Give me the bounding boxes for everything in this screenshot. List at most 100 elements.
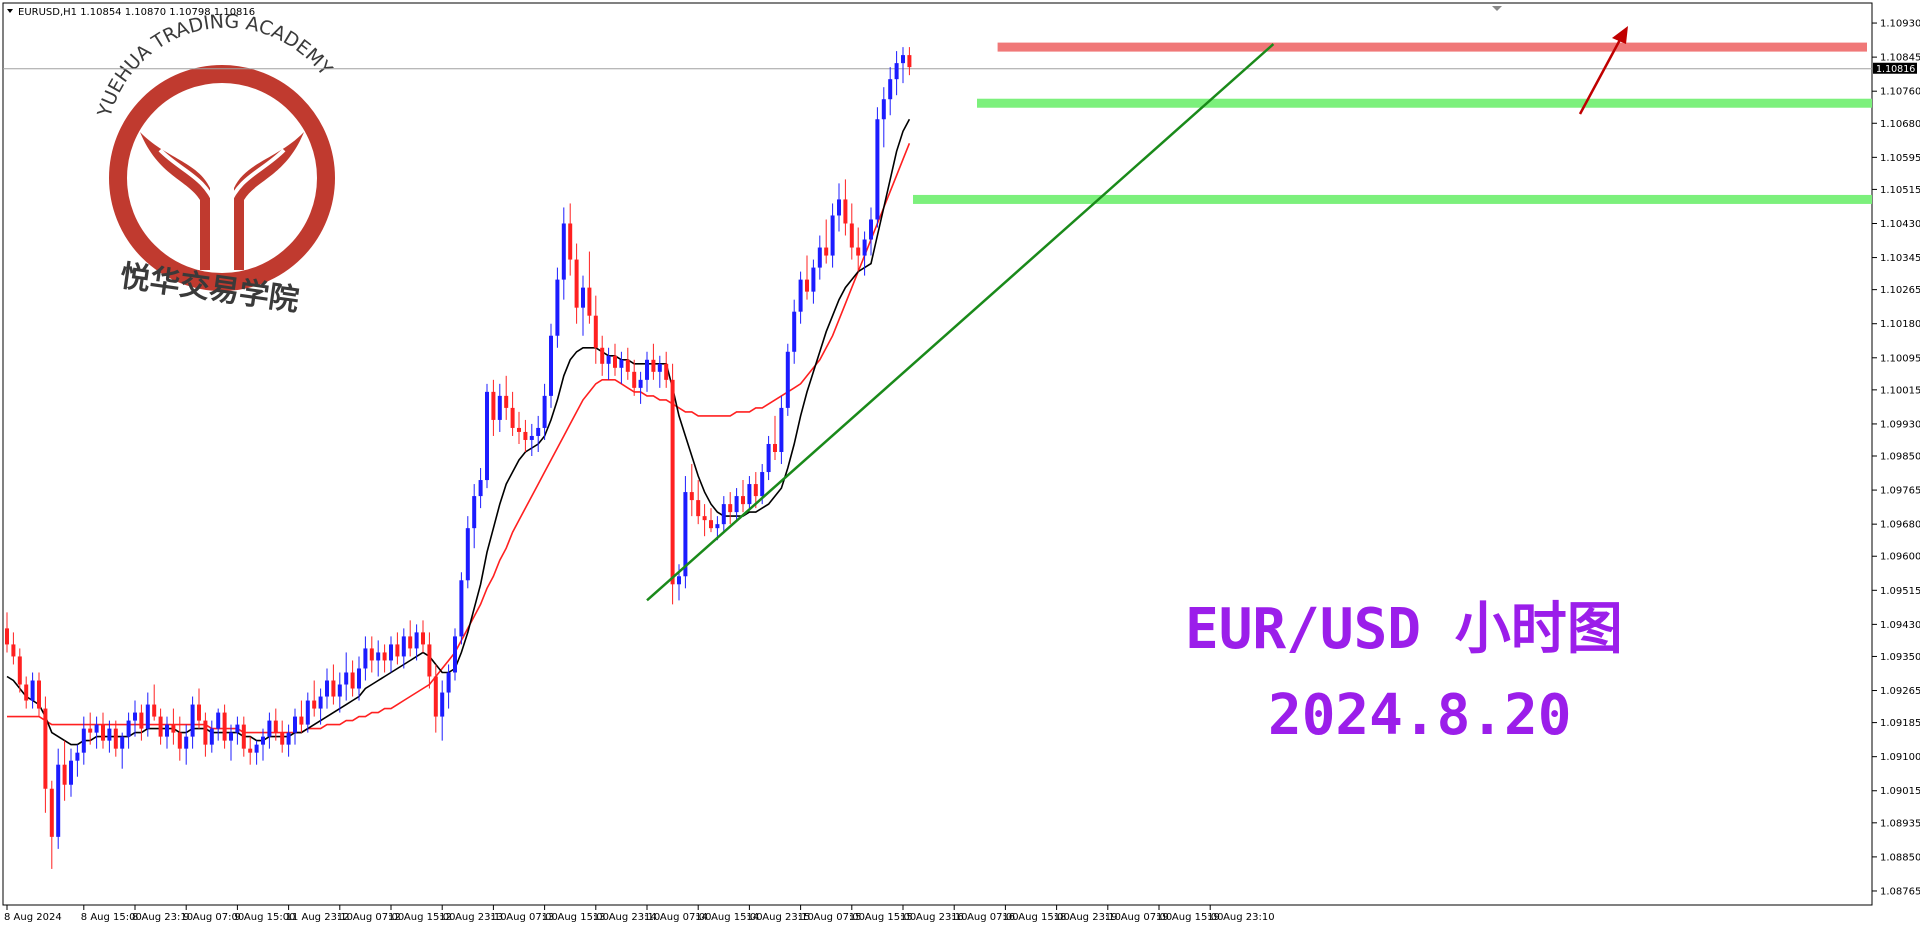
moving-averages <box>6 118 911 746</box>
candle <box>113 720 118 757</box>
candle <box>581 275 585 336</box>
candle <box>312 680 317 717</box>
x-tick-label: 8 Aug 23:10 <box>132 912 193 923</box>
candle-body <box>113 728 118 749</box>
candle-body <box>875 119 880 220</box>
candle-body <box>5 628 9 645</box>
candle <box>536 415 541 452</box>
candle-body <box>94 724 99 733</box>
header-dropdown-icon[interactable] <box>7 9 13 13</box>
candle <box>555 267 560 348</box>
candle-body <box>133 712 137 721</box>
candle <box>862 231 867 276</box>
scroll-marker-icon[interactable] <box>1492 6 1502 11</box>
candle-body <box>581 287 585 308</box>
x-tick-label: 19 Aug 07:00 <box>1105 912 1172 923</box>
y-tick-label: 1.09680 <box>1880 520 1920 531</box>
candle <box>747 476 752 509</box>
candle <box>811 259 816 304</box>
candle <box>357 656 361 701</box>
y-tick-label: 1.09765 <box>1880 486 1920 497</box>
candle <box>158 708 163 745</box>
candle-body <box>427 644 432 677</box>
y-tick-label: 1.09185 <box>1880 718 1920 729</box>
candle <box>299 700 304 733</box>
candle <box>670 363 675 605</box>
candle-body <box>382 652 387 661</box>
candle-body <box>75 752 80 761</box>
x-tick-label: 14 Aug 23:10 <box>746 912 813 923</box>
candle <box>331 664 336 705</box>
candle-body <box>523 431 528 440</box>
x-tick-label: 19 Aug 23:10 <box>1207 912 1274 923</box>
candle <box>305 692 310 733</box>
candle-body <box>254 744 259 753</box>
candle <box>43 696 48 813</box>
candle-body <box>561 223 566 280</box>
candle <box>216 708 221 741</box>
candle <box>497 383 502 432</box>
y-tick-label: 1.08935 <box>1880 818 1920 829</box>
candle-body <box>715 524 720 529</box>
candle <box>689 464 694 517</box>
candle-body <box>709 520 713 529</box>
candle <box>785 343 790 416</box>
candle-body <box>145 704 150 729</box>
candle <box>107 720 112 753</box>
candle-body <box>849 223 854 248</box>
y-tick-label: 1.09930 <box>1880 419 1920 430</box>
candle-body <box>837 199 841 216</box>
candle-body <box>459 580 464 637</box>
y-tick-label: 1.10680 <box>1880 119 1920 130</box>
candle <box>171 708 176 745</box>
candle-body <box>305 700 310 725</box>
candle-body <box>171 724 176 733</box>
candle-body <box>101 724 105 741</box>
x-tick-label: 15 Aug 23:10 <box>900 912 967 923</box>
candle <box>453 628 457 681</box>
candle <box>184 724 189 765</box>
candle <box>632 359 637 396</box>
candle-body <box>734 496 739 513</box>
candle-body <box>139 712 144 729</box>
y-ticks: 1.10930 1.10845 1.10760 1.10680 1.10595 1.105… <box>1872 19 1920 897</box>
candle <box>805 255 809 300</box>
candle <box>376 640 381 677</box>
candle-body <box>485 391 489 481</box>
candle-body <box>657 363 662 372</box>
candle-body <box>24 684 29 701</box>
candle-body <box>286 732 291 745</box>
candle <box>587 251 592 324</box>
candle-body <box>651 359 656 372</box>
y-tick-label: 1.09265 <box>1880 686 1920 697</box>
candle <box>133 700 137 737</box>
candle <box>325 668 329 709</box>
candle-body <box>401 636 406 657</box>
candle <box>30 672 35 709</box>
candle-body <box>318 696 323 709</box>
candle-body <box>30 680 35 701</box>
candle-body <box>369 648 374 661</box>
candle <box>510 391 515 436</box>
candle <box>593 295 598 364</box>
candle-body <box>261 736 265 745</box>
candle-body <box>453 636 457 673</box>
candle-body <box>843 199 848 224</box>
candle <box>485 383 489 489</box>
candle-body <box>773 443 777 452</box>
candle <box>837 183 841 232</box>
candle <box>542 383 547 440</box>
y-tick-label: 1.10595 <box>1880 153 1920 164</box>
candle-body <box>907 55 912 68</box>
candle <box>248 736 253 765</box>
candle-body <box>350 672 355 689</box>
candle <box>773 415 777 461</box>
candle <box>337 672 342 713</box>
candle <box>408 620 413 657</box>
candle <box>139 704 144 741</box>
candle-body <box>670 379 675 585</box>
y-tick-label: 1.10930 <box>1880 19 1920 30</box>
candle <box>645 351 649 392</box>
candle <box>344 652 349 701</box>
